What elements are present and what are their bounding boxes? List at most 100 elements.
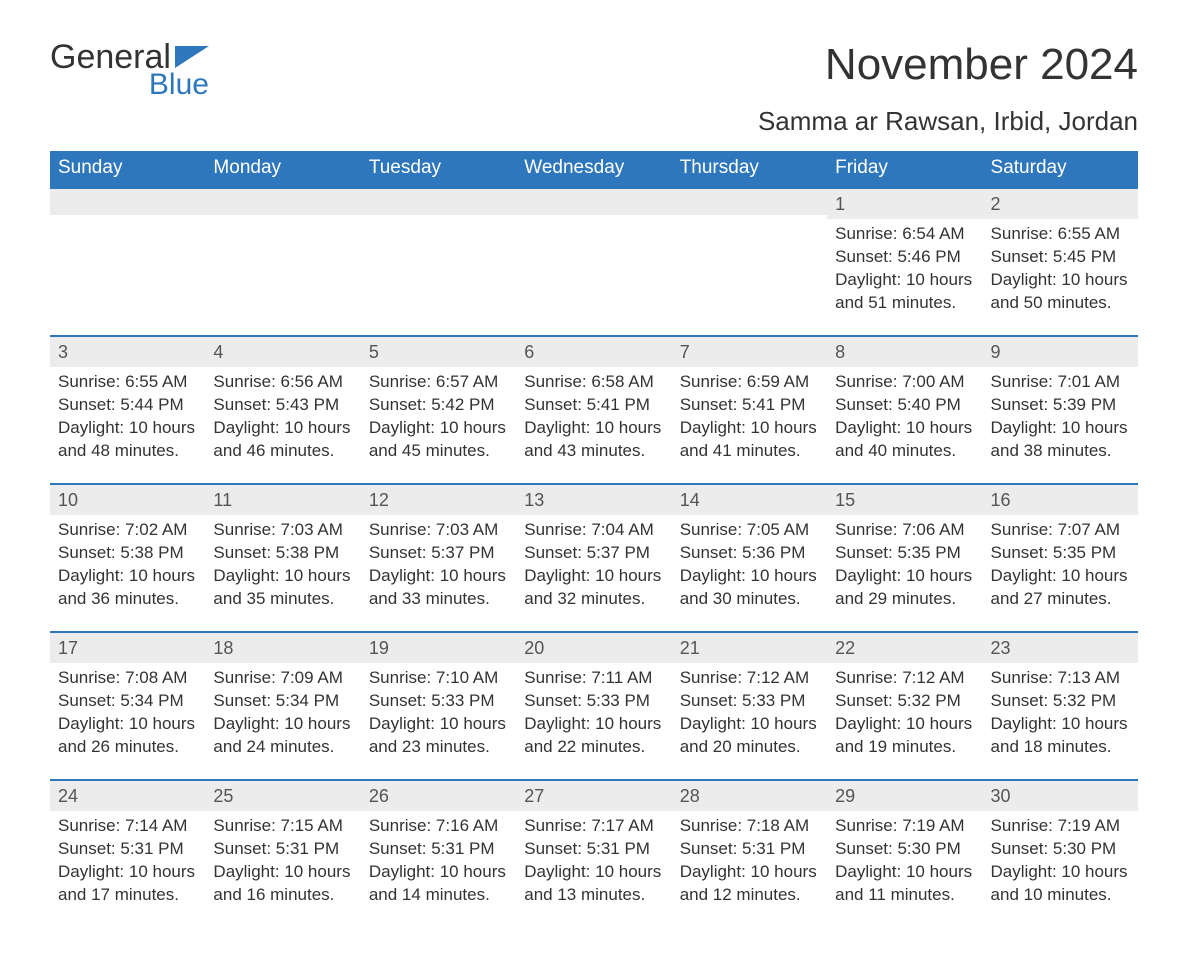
col-header: Tuesday <box>361 151 516 188</box>
daylight-text: Daylight: 10 hours and 27 minutes. <box>991 565 1130 611</box>
sunrise-text: Sunrise: 7:10 AM <box>369 667 508 690</box>
daylight-text: Daylight: 10 hours and 50 minutes. <box>991 269 1130 315</box>
calendar-day-cell: 18Sunrise: 7:09 AMSunset: 5:34 PMDayligh… <box>205 632 360 780</box>
daylight-text: Daylight: 10 hours and 22 minutes. <box>524 713 663 759</box>
calendar-day-cell: 14Sunrise: 7:05 AMSunset: 5:36 PMDayligh… <box>672 484 827 632</box>
calendar-day-cell: 7 Sunrise: 6:59 AMSunset: 5:41 PMDaylight… <box>672 336 827 484</box>
day-number: 13 <box>516 485 671 515</box>
sunrise-text: Sunrise: 7:16 AM <box>369 815 508 838</box>
sunrise-text: Sunrise: 7:02 AM <box>58 519 197 542</box>
daylight-text: Daylight: 10 hours and 19 minutes. <box>835 713 974 759</box>
calendar-day-cell: 10Sunrise: 7:02 AMSunset: 5:38 PMDayligh… <box>50 484 205 632</box>
day-number: 7 <box>672 337 827 367</box>
daylight-text: Daylight: 10 hours and 11 minutes. <box>835 861 974 907</box>
day-number: 5 <box>361 337 516 367</box>
calendar-day-cell: 8Sunrise: 7:00 AMSunset: 5:40 PMDaylight… <box>827 336 982 484</box>
calendar-day-cell: 16Sunrise: 7:07 AMSunset: 5:35 PMDayligh… <box>983 484 1138 632</box>
calendar-day-cell: 12Sunrise: 7:03 AMSunset: 5:37 PMDayligh… <box>361 484 516 632</box>
sunset-text: Sunset: 5:31 PM <box>213 838 352 861</box>
calendar-day-cell: 15Sunrise: 7:06 AMSunset: 5:35 PMDayligh… <box>827 484 982 632</box>
sunset-text: Sunset: 5:36 PM <box>680 542 819 565</box>
day-number: 8 <box>827 337 982 367</box>
daynum-bar-empty <box>205 189 360 215</box>
sunrise-text: Sunrise: 7:07 AM <box>991 519 1130 542</box>
month-title: November 2024 <box>825 40 1138 90</box>
daylight-text: Daylight: 10 hours and 30 minutes. <box>680 565 819 611</box>
calendar-day-cell: 17Sunrise: 7:08 AMSunset: 5:34 PMDayligh… <box>50 632 205 780</box>
day-number: 27 <box>516 781 671 811</box>
calendar-day-cell: 20Sunrise: 7:11 AMSunset: 5:33 PMDayligh… <box>516 632 671 780</box>
calendar-day-cell: 23Sunrise: 7:13 AMSunset: 5:32 PMDayligh… <box>983 632 1138 780</box>
weekday-header-row: Sunday Monday Tuesday Wednesday Thursday… <box>50 151 1138 188</box>
logo: General Blue <box>50 40 209 100</box>
sunrise-text: Sunrise: 7:17 AM <box>524 815 663 838</box>
sunset-text: Sunset: 5:34 PM <box>213 690 352 713</box>
sunset-text: Sunset: 5:41 PM <box>680 394 819 417</box>
calendar-day-cell: 27Sunrise: 7:17 AMSunset: 5:31 PMDayligh… <box>516 780 671 927</box>
sunrise-text: Sunrise: 7:13 AM <box>991 667 1130 690</box>
sunset-text: Sunset: 5:35 PM <box>835 542 974 565</box>
daylight-text: Daylight: 10 hours and 40 minutes. <box>835 417 974 463</box>
sunrise-text: Sunrise: 7:04 AM <box>524 519 663 542</box>
daynum-bar-empty <box>516 189 671 215</box>
sunset-text: Sunset: 5:39 PM <box>991 394 1130 417</box>
calendar-week-row: 17Sunrise: 7:08 AMSunset: 5:34 PMDayligh… <box>50 632 1138 780</box>
daylight-text: Daylight: 10 hours and 33 minutes. <box>369 565 508 611</box>
calendar-day-cell: 5Sunrise: 6:57 AMSunset: 5:42 PMDaylight… <box>361 336 516 484</box>
sunrise-text: Sunrise: 7:08 AM <box>58 667 197 690</box>
daylight-text: Daylight: 10 hours and 14 minutes. <box>369 861 508 907</box>
day-number: 12 <box>361 485 516 515</box>
daynum-bar-empty <box>672 189 827 215</box>
calendar-day-cell: 9Sunrise: 7:01 AMSunset: 5:39 PMDaylight… <box>983 336 1138 484</box>
calendar-day-cell: 6Sunrise: 6:58 AMSunset: 5:41 PMDaylight… <box>516 336 671 484</box>
daylight-text: Daylight: 10 hours and 16 minutes. <box>213 861 352 907</box>
daylight-text: Daylight: 10 hours and 10 minutes. <box>991 861 1130 907</box>
daylight-text: Daylight: 10 hours and 36 minutes. <box>58 565 197 611</box>
sunset-text: Sunset: 5:35 PM <box>991 542 1130 565</box>
daylight-text: Daylight: 10 hours and 43 minutes. <box>524 417 663 463</box>
day-number: 19 <box>361 633 516 663</box>
sunset-text: Sunset: 5:40 PM <box>835 394 974 417</box>
daylight-text: Daylight: 10 hours and 48 minutes. <box>58 417 197 463</box>
calendar-day-cell: 3Sunrise: 6:55 AMSunset: 5:44 PMDaylight… <box>50 336 205 484</box>
sunrise-text: Sunrise: 6:55 AM <box>991 223 1130 246</box>
day-number: 6 <box>516 337 671 367</box>
day-number: 30 <box>983 781 1138 811</box>
sunset-text: Sunset: 5:43 PM <box>213 394 352 417</box>
calendar-day-cell: 2Sunrise: 6:55 AMSunset: 5:45 PMDaylight… <box>983 188 1138 336</box>
sunset-text: Sunset: 5:31 PM <box>58 838 197 861</box>
sunrise-text: Sunrise: 7:06 AM <box>835 519 974 542</box>
day-number: 28 <box>672 781 827 811</box>
day-number: 21 <box>672 633 827 663</box>
col-header: Sunday <box>50 151 205 188</box>
calendar-day-cell: 29Sunrise: 7:19 AMSunset: 5:30 PMDayligh… <box>827 780 982 927</box>
sunrise-text: Sunrise: 7:03 AM <box>213 519 352 542</box>
col-header: Wednesday <box>516 151 671 188</box>
day-number: 17 <box>50 633 205 663</box>
col-header: Saturday <box>983 151 1138 188</box>
sunset-text: Sunset: 5:38 PM <box>213 542 352 565</box>
calendar-day-cell: 26Sunrise: 7:16 AMSunset: 5:31 PMDayligh… <box>361 780 516 927</box>
day-number: 20 <box>516 633 671 663</box>
calendar-day-cell <box>205 188 360 336</box>
sunset-text: Sunset: 5:31 PM <box>680 838 819 861</box>
sunset-text: Sunset: 5:44 PM <box>58 394 197 417</box>
sunrise-text: Sunrise: 6:59 AM <box>680 371 819 394</box>
sunrise-text: Sunrise: 7:14 AM <box>58 815 197 838</box>
sunset-text: Sunset: 5:34 PM <box>58 690 197 713</box>
daylight-text: Daylight: 10 hours and 20 minutes. <box>680 713 819 759</box>
sunset-text: Sunset: 5:31 PM <box>524 838 663 861</box>
calendar-day-cell: 1Sunrise: 6:54 AMSunset: 5:46 PMDaylight… <box>827 188 982 336</box>
sunrise-text: Sunrise: 7:15 AM <box>213 815 352 838</box>
sunset-text: Sunset: 5:37 PM <box>524 542 663 565</box>
calendar-day-cell: 24Sunrise: 7:14 AMSunset: 5:31 PMDayligh… <box>50 780 205 927</box>
sunset-text: Sunset: 5:32 PM <box>991 690 1130 713</box>
sunset-text: Sunset: 5:30 PM <box>991 838 1130 861</box>
sunrise-text: Sunrise: 7:18 AM <box>680 815 819 838</box>
calendar-day-cell <box>516 188 671 336</box>
daylight-text: Daylight: 10 hours and 41 minutes. <box>680 417 819 463</box>
day-number: 25 <box>205 781 360 811</box>
calendar-day-cell: 13Sunrise: 7:04 AMSunset: 5:37 PMDayligh… <box>516 484 671 632</box>
calendar-day-cell <box>361 188 516 336</box>
daylight-text: Daylight: 10 hours and 35 minutes. <box>213 565 352 611</box>
